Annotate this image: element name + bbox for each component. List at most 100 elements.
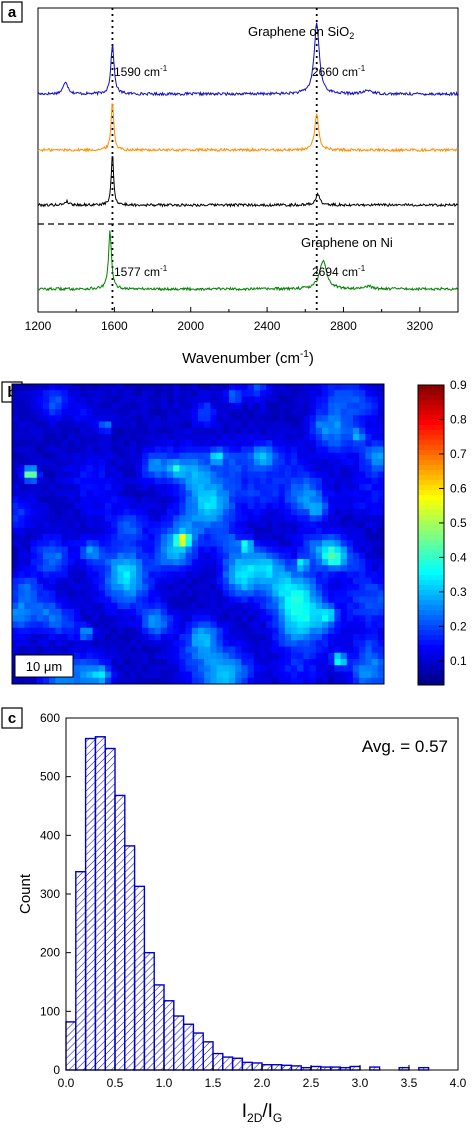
heatmap-cell: [235, 509, 242, 516]
heatmap-cell: [49, 634, 56, 641]
heatmap-cell: [92, 546, 100, 554]
heatmap-cell: [328, 640, 335, 647]
heatmap-cell: [291, 590, 298, 597]
heatmap-cell: [309, 590, 317, 597]
heatmap-cell: [129, 534, 137, 541]
heatmap-cell: [179, 671, 186, 679]
heatmap-cell: [185, 552, 193, 560]
heatmap-cell: [309, 490, 317, 497]
heatmap-cell: [49, 677, 56, 685]
heatmap-cell: [173, 471, 180, 479]
heatmap-cell: [346, 534, 354, 541]
heatmap-cell: [18, 452, 25, 460]
heatmap-cell: [129, 540, 137, 547]
heatmap-cell: [291, 671, 298, 679]
heatmap-cell: [136, 509, 143, 516]
heatmap-cell: [74, 552, 81, 560]
heatmap-cell: [371, 596, 379, 604]
heatmap-cell: [315, 602, 323, 610]
heatmap-cell: [24, 602, 31, 610]
heatmap-cell: [179, 527, 186, 535]
heatmap-cell: [179, 577, 186, 585]
heatmap-cell: [315, 552, 323, 560]
colorbar-step: [418, 395, 444, 401]
heatmap-cell: [377, 540, 385, 547]
heatmap-cell: [24, 596, 31, 604]
heatmap-cell: [160, 596, 168, 604]
heatmap-cell: [297, 502, 304, 510]
heatmap-cell: [284, 415, 292, 422]
heatmap-cell: [86, 421, 93, 429]
heatmap-cell: [74, 421, 81, 429]
heatmap-cell: [235, 534, 242, 541]
heatmap-cell: [278, 427, 286, 435]
heatmap-cell: [30, 484, 38, 491]
heatmap-cell: [284, 496, 292, 504]
heatmap-cell: [74, 409, 81, 416]
heatmap-cell: [136, 484, 143, 491]
heatmap-cell: [179, 459, 186, 466]
heatmap-cell: [346, 627, 354, 635]
heatmap-cell: [353, 521, 360, 529]
heatmap-cell: [198, 502, 205, 510]
heatmap-cell: [297, 459, 304, 466]
heatmap-cell: [309, 521, 317, 529]
heatmap-cell: [210, 396, 217, 404]
heatmap-cell: [30, 584, 38, 591]
heatmap-cell: [315, 571, 323, 579]
heatmap-cell: [173, 615, 180, 622]
heatmap-cell: [154, 540, 162, 547]
heatmap-cell: [92, 571, 100, 579]
heatmap-cell: [167, 402, 174, 410]
heatmap-cell: [297, 515, 304, 522]
heatmap-cell: [235, 540, 242, 547]
heatmap-cell: [247, 665, 255, 672]
heatmap-cell: [272, 390, 279, 397]
heatmap-cell: [359, 584, 366, 591]
heatmap-cell: [253, 384, 261, 391]
heatmap-cell: [191, 396, 199, 404]
heatmap-cell: [222, 565, 230, 572]
heatmap-cell: [284, 602, 292, 610]
heatmap-cell: [173, 452, 180, 460]
heatmap-cell: [204, 384, 211, 391]
heatmap-cell: [24, 646, 31, 654]
heatmap-cell: [30, 384, 38, 391]
heatmap-cell: [322, 384, 329, 391]
heatmap-cell: [86, 484, 93, 491]
heatmap-cell: [61, 446, 69, 454]
heatmap-cell: [247, 559, 255, 566]
heatmap-cell: [272, 521, 279, 529]
heatmap-cell: [260, 659, 267, 666]
heatmap-cell: [179, 502, 186, 510]
heatmap-cell: [80, 459, 87, 466]
heatmap-cell: [67, 521, 75, 529]
heatmap-cell: [297, 671, 304, 679]
heatmap-cell: [12, 427, 19, 435]
heatmap-cell: [30, 615, 38, 622]
heatmap-cell: [365, 609, 372, 616]
heatmap-cell: [297, 446, 304, 454]
heatmap-cell: [98, 421, 106, 429]
heatmap-cell: [371, 652, 379, 660]
heatmap-cell: [117, 615, 124, 622]
histogram-x-tick-label: 1.5: [205, 1076, 222, 1090]
heatmap-cell: [241, 659, 248, 666]
heatmap-cell: [136, 671, 143, 679]
heatmap-cell: [266, 484, 273, 491]
heatmap-cell: [229, 621, 236, 629]
heatmap-cell: [278, 421, 286, 429]
heatmap-cell: [235, 390, 242, 397]
heatmap-cell: [278, 396, 286, 404]
heatmap-cell: [67, 590, 75, 597]
heatmap-cell: [185, 565, 193, 572]
heatmap-cell: [167, 502, 174, 510]
heatmap-cell: [67, 677, 75, 685]
heatmap-cell: [55, 402, 62, 410]
heatmap-cell: [36, 565, 44, 572]
heatmap-cell: [260, 671, 267, 679]
heatmap-cell: [253, 634, 261, 641]
heatmap-cell: [191, 540, 199, 547]
heatmap-cell: [173, 509, 180, 516]
heatmap-cell: [86, 621, 93, 629]
